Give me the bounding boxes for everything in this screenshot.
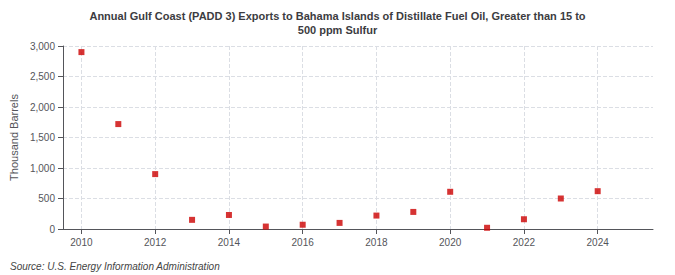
- svg-text:1,000: 1,000: [30, 163, 55, 174]
- svg-text:2020: 2020: [439, 237, 462, 248]
- svg-text:3,000: 3,000: [30, 41, 55, 52]
- svg-text:2016: 2016: [292, 237, 315, 248]
- svg-text:2,500: 2,500: [30, 71, 55, 82]
- svg-text:2,000: 2,000: [30, 102, 55, 113]
- svg-text:2022: 2022: [513, 237, 536, 248]
- svg-text:0: 0: [49, 224, 55, 235]
- svg-text:500 ppm Sulfur: 500 ppm Sulfur: [298, 24, 378, 36]
- svg-text:Annual Gulf Coast (PADD 3) Exp: Annual Gulf Coast (PADD 3) Exports to Ba…: [89, 10, 585, 22]
- svg-text:2012: 2012: [144, 237, 167, 248]
- svg-text:Source: U.S. Energy Informatio: Source: U.S. Energy Information Administ…: [10, 261, 220, 272]
- svg-text:2014: 2014: [218, 237, 241, 248]
- svg-text:1,500: 1,500: [30, 132, 55, 143]
- svg-text:2018: 2018: [365, 237, 388, 248]
- svg-text:2024: 2024: [587, 237, 610, 248]
- svg-text:2010: 2010: [70, 237, 93, 248]
- svg-text:Thousand Barrels: Thousand Barrels: [8, 94, 20, 181]
- svg-text:500: 500: [38, 193, 55, 204]
